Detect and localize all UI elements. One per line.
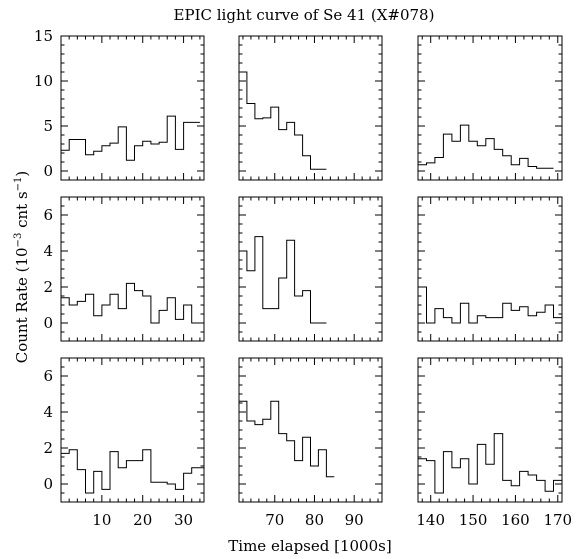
light-curve-r0-c0 <box>61 115 200 161</box>
y-axis-label-main: Count Rate (10 <box>13 247 31 363</box>
x-tick-label: 160 <box>501 511 530 529</box>
panel-frame <box>60 35 205 181</box>
panel-frame <box>238 357 383 503</box>
x-tick-label: 10 <box>92 511 111 529</box>
panel-r0-c1 <box>238 35 383 181</box>
y-tick-label: 5 <box>43 117 53 135</box>
y-tick-label: 4 <box>43 242 53 260</box>
y-axis-label-exp1: −3 <box>13 233 24 248</box>
y-tick-label: 15 <box>34 27 53 45</box>
y-tick-label: 6 <box>43 367 53 385</box>
light-curve-r0-c1 <box>239 71 327 170</box>
panel-r2-c0: 0 2 4 6 10 20 30 <box>43 357 205 529</box>
light-curve-r1-c2 <box>418 286 562 324</box>
panel-frame <box>417 35 563 181</box>
x-tick-label: 30 <box>174 511 193 529</box>
light-curve-r1-c1 <box>239 236 327 324</box>
x-tick-label: 70 <box>265 511 284 529</box>
y-axis-label-exp2: −1 <box>13 177 24 192</box>
panel-r0-c2 <box>417 35 563 181</box>
y-tick-label: 10 <box>34 72 53 90</box>
x-tick-label: 80 <box>305 511 324 529</box>
x-tick-label: 170 <box>543 511 572 529</box>
x-tick-label: 150 <box>459 511 488 529</box>
y-axis-label-end: ) <box>13 171 31 177</box>
y-tick-label: 4 <box>43 403 53 421</box>
y-tick-label: 0 <box>43 475 53 493</box>
y-axis-label-mid: cnt s <box>13 191 31 232</box>
panel-frame <box>417 196 563 342</box>
panel-frame <box>60 357 205 503</box>
light-curve-r0-c2 <box>418 124 554 169</box>
panel-r1-c1 <box>238 196 383 342</box>
panel-r2-c2: 140 150 160 170 <box>416 357 572 529</box>
y-tick-label: 2 <box>43 278 53 296</box>
y-tick-label: 0 <box>43 314 53 332</box>
y-tick-label: 6 <box>43 206 53 224</box>
light-curve-r1-c0 <box>61 282 204 324</box>
y-tick-label: 0 <box>43 162 53 180</box>
y-axis-label: Count Rate (10−3 cnt s−1) <box>13 171 31 364</box>
x-tick-label: 90 <box>345 511 364 529</box>
y-tick-label: 2 <box>43 439 53 457</box>
panel-r1-c0: 0 2 4 6 <box>43 196 205 342</box>
x-tick-label: 140 <box>416 511 445 529</box>
x-axis-label: Time elapsed [1000s] <box>228 537 391 555</box>
panel-r0-c0: 0 5 10 15 <box>34 27 205 181</box>
light-curve-r2-c0 <box>61 449 204 494</box>
light-curve-r2-c2 <box>418 433 562 494</box>
panel-r1-c2 <box>417 196 563 342</box>
panel-r2-c1: 70 80 90 <box>238 357 383 529</box>
x-tick-label: 20 <box>133 511 152 529</box>
light-curve-r2-c1 <box>239 400 335 478</box>
chart-title: EPIC light curve of Se 41 (X#078) <box>174 6 435 24</box>
